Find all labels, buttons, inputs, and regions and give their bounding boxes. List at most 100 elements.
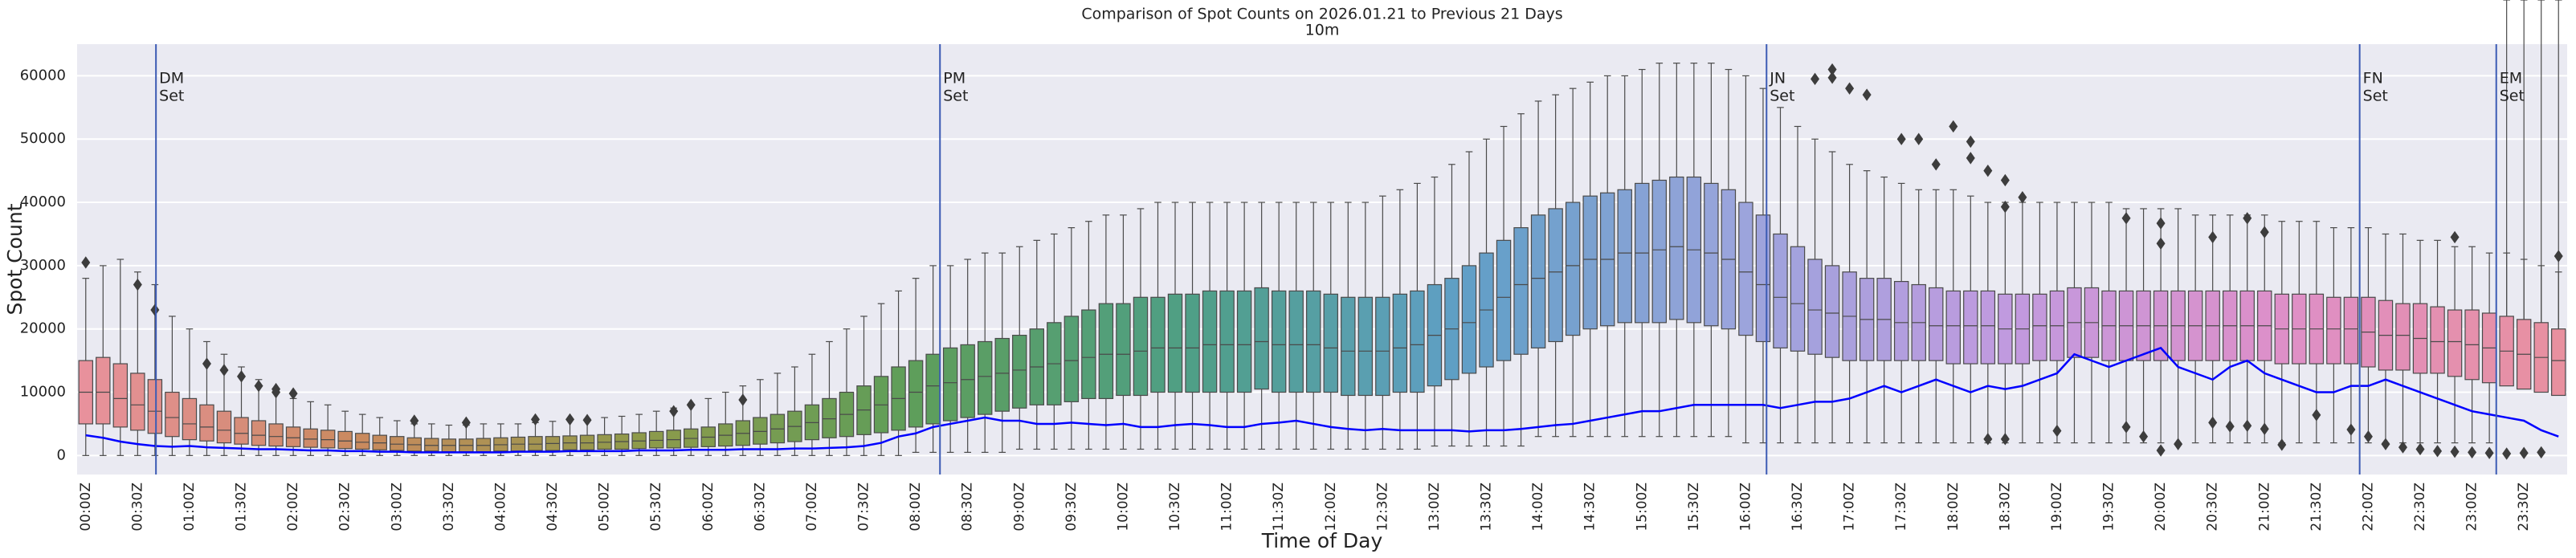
box bbox=[1236, 290, 1252, 393]
outlier bbox=[2277, 438, 2287, 451]
box bbox=[1651, 179, 1668, 324]
y-tick-label: 20000 bbox=[20, 320, 66, 337]
outlier bbox=[669, 405, 679, 417]
outlier bbox=[2433, 445, 2443, 458]
y-tick-label: 40000 bbox=[20, 193, 66, 210]
x-tick-label: 08:00Z bbox=[908, 483, 924, 532]
x-tick-label: 05:30Z bbox=[648, 483, 664, 532]
today-line bbox=[85, 346, 2559, 454]
x-tick-label: 02:00Z bbox=[285, 483, 301, 532]
outlier bbox=[2225, 420, 2235, 433]
x-tick-label: 03:30Z bbox=[441, 483, 457, 532]
box bbox=[1323, 293, 1338, 393]
y-tick-label: 50000 bbox=[20, 130, 66, 147]
box bbox=[1341, 296, 1356, 397]
outlier bbox=[2139, 430, 2149, 443]
outlier bbox=[2312, 409, 2321, 422]
box bbox=[1410, 290, 1425, 393]
outlier bbox=[133, 278, 142, 291]
x-tick-label: 07:30Z bbox=[856, 483, 872, 532]
outlier bbox=[2243, 212, 2252, 225]
x-tick-label: 20:00Z bbox=[2153, 483, 2169, 532]
outlier bbox=[2000, 173, 2010, 187]
x-tick-label: 14:30Z bbox=[1582, 483, 1598, 532]
outlier bbox=[1862, 88, 1872, 101]
outlier bbox=[2381, 438, 2390, 450]
box bbox=[1392, 293, 1408, 393]
box bbox=[1063, 316, 1080, 402]
event-label: PM bbox=[943, 70, 965, 88]
box bbox=[320, 430, 336, 449]
x-tick-label: 14:00Z bbox=[1530, 483, 1546, 532]
outlier bbox=[2156, 217, 2166, 230]
outlier bbox=[2156, 444, 2166, 457]
box bbox=[1824, 265, 1840, 358]
box bbox=[1012, 334, 1027, 409]
box bbox=[1098, 303, 1114, 400]
y-axis-label: Spot Count bbox=[3, 203, 27, 315]
outlier bbox=[2121, 421, 2131, 434]
outlier bbox=[2468, 446, 2477, 459]
outlier bbox=[219, 364, 229, 377]
outlier bbox=[2260, 422, 2269, 435]
box bbox=[994, 337, 1010, 412]
x-tick-label: 11:30Z bbox=[1271, 483, 1287, 532]
x-tick-label: 06:00Z bbox=[700, 483, 716, 532]
box bbox=[1669, 176, 1684, 320]
box bbox=[112, 363, 129, 428]
x-tick-label: 17:30Z bbox=[1893, 483, 1909, 532]
outlier bbox=[2450, 445, 2460, 458]
event-label: JN bbox=[1769, 70, 1786, 88]
box bbox=[390, 436, 405, 451]
box bbox=[2395, 303, 2411, 371]
x-tick-label: 02:30Z bbox=[337, 483, 353, 532]
box bbox=[1893, 280, 1909, 361]
x-tick-label: 20:30Z bbox=[2205, 483, 2221, 532]
outlier bbox=[2000, 433, 2010, 446]
outlier bbox=[2243, 419, 2252, 433]
box bbox=[1790, 246, 1806, 352]
box bbox=[1081, 309, 1096, 400]
x-tick-label: 16:30Z bbox=[1790, 483, 1806, 532]
chart-title: Comparison of Spot Counts on 2026.01.21 … bbox=[1081, 6, 1562, 23]
box bbox=[528, 436, 543, 451]
outlier bbox=[2537, 446, 2546, 459]
box bbox=[1704, 182, 1719, 327]
box bbox=[285, 426, 301, 447]
x-tick-label: 00:00Z bbox=[78, 483, 94, 532]
x-tick-label: 09:30Z bbox=[1063, 483, 1080, 532]
x-tick-label: 21:00Z bbox=[2256, 483, 2272, 532]
outlier bbox=[1827, 63, 1837, 76]
x-tick-label: 13:30Z bbox=[1479, 483, 1495, 532]
outlier bbox=[2554, 250, 2563, 263]
box bbox=[1288, 290, 1304, 393]
outlier bbox=[237, 370, 247, 383]
box bbox=[182, 397, 198, 441]
box bbox=[1219, 290, 1235, 393]
y-tick-label: 30000 bbox=[20, 257, 66, 274]
outlier bbox=[1949, 120, 1958, 133]
outlier bbox=[1983, 164, 1993, 177]
outlier bbox=[202, 357, 211, 370]
event-label: Set bbox=[1770, 88, 1794, 105]
box bbox=[1185, 293, 1200, 393]
box bbox=[96, 356, 111, 425]
x-tick-label: 13:00Z bbox=[1427, 483, 1443, 532]
x-tick-label: 23:00Z bbox=[2464, 483, 2480, 532]
outlier bbox=[2156, 237, 2166, 250]
box bbox=[2032, 293, 2047, 361]
x-tick-label: 12:00Z bbox=[1323, 483, 1339, 532]
outlier bbox=[2415, 442, 2425, 456]
x-tick-label: 15:30Z bbox=[1686, 483, 1702, 532]
outlier bbox=[2346, 423, 2356, 436]
outlier bbox=[1983, 433, 1993, 446]
box bbox=[942, 347, 958, 422]
outlier bbox=[1914, 132, 1924, 145]
outlier bbox=[565, 413, 575, 426]
box bbox=[753, 417, 768, 445]
box bbox=[1461, 265, 1477, 374]
event-label: Set bbox=[159, 88, 184, 105]
outlier bbox=[150, 303, 160, 316]
x-tick-label: 19:30Z bbox=[2101, 483, 2117, 532]
